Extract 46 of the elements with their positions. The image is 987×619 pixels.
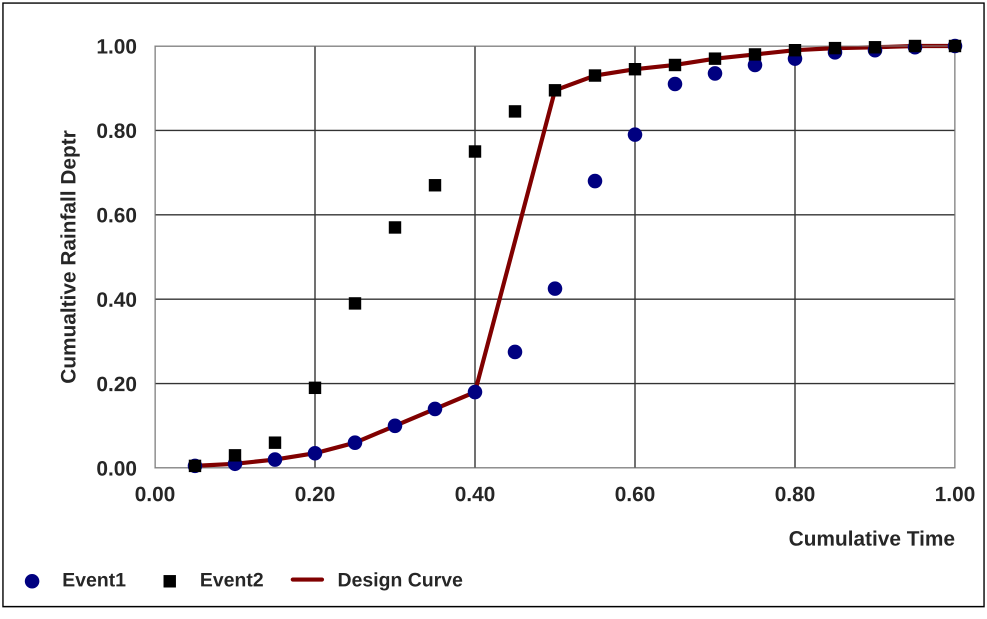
point	[308, 446, 322, 461]
x-axis-title: Cumulative Time	[790, 530, 954, 546]
x-tick-label: 0.60	[616, 486, 654, 502]
point	[588, 174, 602, 188]
y-tick-label: 1.00	[98, 39, 136, 54]
point	[788, 44, 802, 56]
point	[708, 52, 722, 65]
point	[708, 66, 722, 81]
point	[348, 297, 362, 310]
x-tick-label: 0.80	[776, 486, 814, 502]
x-tick-label: 0.40	[456, 486, 494, 502]
point	[628, 63, 642, 76]
point	[668, 76, 682, 92]
point	[348, 435, 362, 450]
point	[748, 48, 762, 61]
point	[388, 221, 402, 234]
point	[868, 41, 882, 54]
x-tick-label: 1.00	[936, 486, 974, 502]
point	[588, 69, 602, 82]
y-axis-title: Cumualtive Rainfall Deptr	[60, 130, 80, 383]
legend-label: Event2	[201, 572, 263, 587]
point	[548, 84, 562, 97]
point	[468, 384, 482, 400]
y-tick-label: 0.80	[97, 123, 136, 138]
y-tick-label: 0.20	[97, 376, 136, 392]
point	[548, 281, 562, 296]
point	[468, 145, 482, 158]
point	[828, 42, 842, 54]
point	[508, 105, 522, 118]
point	[428, 402, 442, 416]
y-tick-label: 0.60	[97, 208, 136, 223]
legend-label: Event1	[64, 573, 126, 587]
point	[308, 382, 322, 394]
point	[228, 449, 242, 462]
legend-label: Design Curve	[338, 572, 462, 590]
y-tick-label: 0.40	[97, 292, 136, 307]
point	[268, 452, 282, 467]
point	[668, 58, 682, 72]
x-tick-label: 0.20	[296, 486, 334, 502]
y-tick-label: 0.00	[97, 461, 136, 476]
point	[508, 344, 522, 360]
point	[428, 179, 442, 192]
point	[628, 127, 642, 142]
point	[268, 436, 282, 449]
x-tick-label: 0.00	[136, 486, 174, 502]
point	[388, 418, 402, 434]
